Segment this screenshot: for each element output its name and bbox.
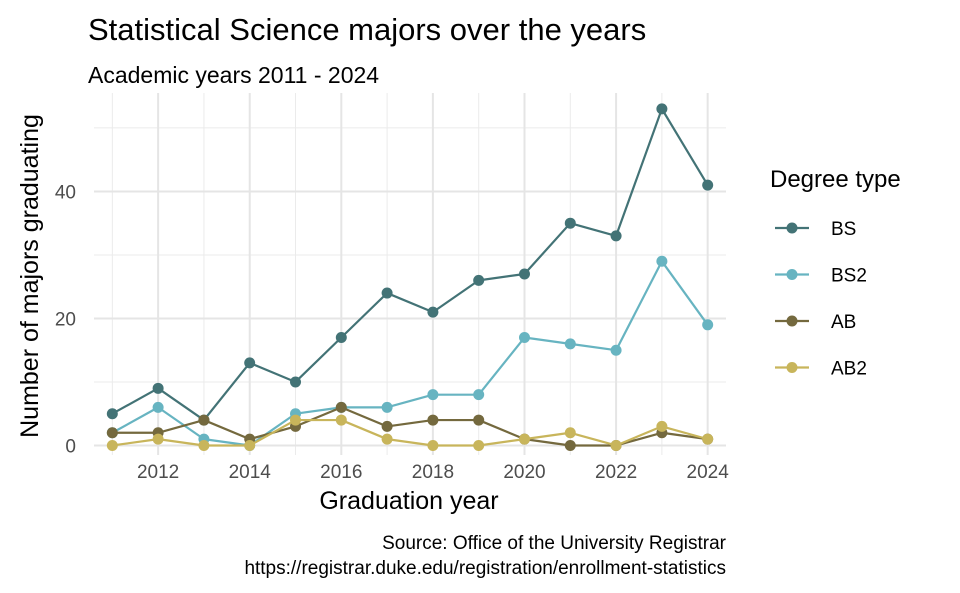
data-point [244, 357, 256, 369]
x-axis-ticks: 2012 2014 2016 2018 2020 2022 2024 [137, 462, 729, 483]
y-tick-label: 20 [55, 309, 76, 330]
data-point [473, 274, 485, 286]
chart-title: Statistical Science majors over the year… [88, 12, 646, 47]
data-point [335, 332, 347, 344]
legend-title: Degree type [770, 166, 901, 193]
data-point [564, 338, 576, 350]
series-line [112, 418, 708, 447]
data-point [518, 268, 530, 280]
series-line [111, 107, 709, 422]
data-point [335, 401, 347, 413]
legend-label: BS2 [831, 266, 867, 287]
caption-url: https://registrar.duke.edu/registration/… [244, 558, 726, 579]
chart-subtitle: Academic years 2011 - 2024 [88, 62, 379, 88]
legend-item-bs: BS [775, 219, 856, 240]
data-point [427, 439, 439, 451]
series-ab2 [106, 414, 714, 451]
data-point [152, 382, 164, 394]
data-point [106, 408, 118, 420]
data-point [473, 389, 485, 401]
x-tick-label: 2024 [687, 462, 730, 483]
data-point [564, 217, 576, 229]
legend-item-ab: AB [775, 312, 856, 333]
data-point [518, 433, 530, 445]
legend-item-ab2: AB2 [775, 359, 867, 380]
legend-item-bs2: BS2 [775, 266, 867, 287]
data-point [290, 376, 302, 388]
data-point [381, 287, 393, 299]
data-point [702, 433, 714, 445]
data-point [427, 306, 439, 318]
data-point [152, 401, 164, 413]
plot-series [106, 103, 714, 451]
y-tick-label: 0 [65, 436, 76, 457]
data-point [702, 319, 714, 331]
legend-key-point [786, 269, 798, 280]
x-tick-label: 2022 [595, 462, 637, 483]
data-point [473, 439, 485, 451]
data-point [381, 401, 393, 413]
x-tick-label: 2018 [412, 462, 454, 483]
legend-key-point [786, 362, 798, 373]
x-axis-label: Graduation year [319, 487, 498, 515]
x-tick-label: 2016 [320, 462, 362, 483]
data-point [610, 344, 622, 356]
series-line [111, 260, 709, 447]
data-point [244, 439, 256, 451]
data-point [381, 420, 393, 432]
y-axis-ticks: 0 20 40 [55, 182, 76, 457]
data-point [656, 255, 668, 267]
legend-label: BS [831, 219, 856, 240]
series-line [112, 406, 708, 447]
series-bs [106, 103, 714, 426]
data-point [473, 414, 485, 426]
data-point [610, 230, 622, 242]
caption-source: Source: Office of the University Registr… [382, 533, 727, 554]
x-tick-label: 2020 [503, 462, 545, 483]
data-point [702, 179, 714, 191]
data-point [564, 439, 576, 451]
data-point [518, 332, 530, 344]
data-point [106, 427, 118, 439]
legend: Degree type BS BS2 AB AB2 [770, 166, 901, 380]
data-point [198, 439, 210, 451]
legend-key-point [786, 315, 798, 327]
data-point [106, 439, 118, 451]
data-point [381, 433, 393, 445]
y-tick-label: 40 [55, 182, 76, 203]
x-tick-label: 2014 [229, 462, 272, 483]
x-tick-label: 2012 [137, 462, 179, 483]
data-point [198, 414, 210, 426]
data-point [427, 389, 439, 401]
data-point [610, 439, 622, 451]
data-point [152, 433, 164, 445]
data-point [427, 414, 439, 426]
data-point [290, 414, 302, 426]
legend-label: AB2 [831, 359, 867, 380]
data-point [335, 414, 347, 426]
data-point [656, 420, 668, 432]
data-point [656, 103, 668, 115]
legend-key-point [786, 222, 798, 234]
data-point [564, 427, 576, 439]
y-axis-label: Number of majors graduating [16, 114, 44, 438]
legend-label: AB [831, 312, 856, 333]
